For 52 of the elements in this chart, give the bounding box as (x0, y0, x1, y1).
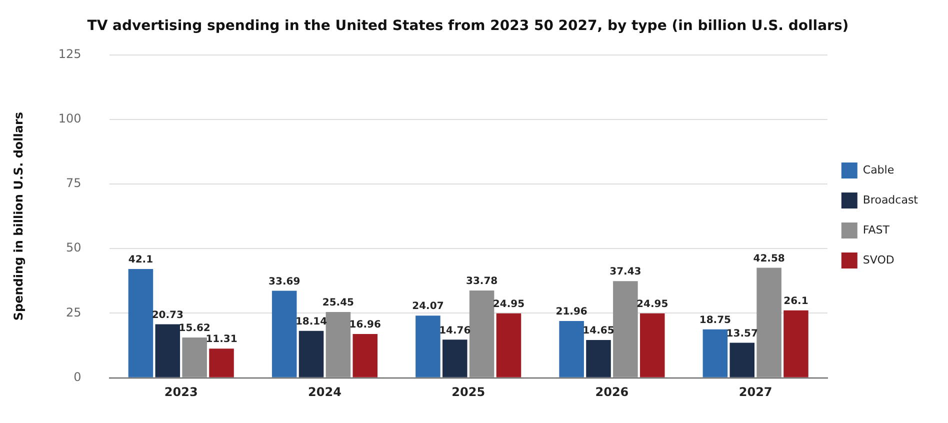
x-tick-label: 2025 (452, 385, 486, 400)
data-label: 11.31 (206, 334, 238, 346)
legend-label: SVOD (862, 253, 894, 266)
y-tick-label: 0 (74, 370, 82, 384)
y-tick-label: 125 (58, 46, 82, 61)
bar (182, 337, 207, 378)
bar (640, 313, 665, 378)
data-label: 24.95 (492, 298, 525, 310)
data-label: 18.14 (295, 316, 328, 328)
data-label: 33.69 (268, 276, 300, 288)
bar (496, 313, 522, 378)
bar (469, 290, 494, 378)
bar (272, 290, 297, 378)
bar (128, 269, 154, 378)
y-tick-label: 100 (58, 112, 82, 126)
data-label: 26.1 (784, 296, 808, 307)
legend-label: Broadcast (862, 193, 919, 206)
data-label: 33.78 (466, 276, 498, 288)
bar (155, 324, 180, 378)
data-label: 42.58 (753, 253, 785, 264)
y-tick-label: 25 (66, 305, 82, 320)
legend-label: FAST (862, 223, 890, 236)
bar (326, 312, 351, 378)
bar (586, 340, 611, 378)
bar (613, 281, 638, 378)
data-label: 16.96 (349, 320, 381, 331)
bar (298, 330, 324, 378)
data-label: 42.1 (128, 254, 154, 266)
data-label: 24.95 (636, 298, 668, 310)
bar (784, 310, 808, 378)
legend-label: Cable (862, 163, 894, 176)
x-tick-label: 2027 (738, 385, 772, 400)
x-tick-label: 2024 (308, 385, 342, 400)
bar (209, 348, 234, 378)
data-label: 24.07 (412, 301, 444, 312)
bar (756, 268, 782, 378)
y-tick-label: 75 (66, 176, 82, 190)
y-axis-title: Spending in billion U.S. dollars (11, 112, 26, 321)
bar (559, 321, 584, 378)
y-tick-label: 50 (66, 240, 82, 255)
chart-title: TV advertising spending in the United States from 2023 50 2027, by type (in billion U.S. dollars) (87, 18, 849, 34)
bar (730, 342, 754, 378)
bar (352, 334, 378, 378)
bar (702, 329, 728, 378)
bar (442, 340, 468, 378)
data-label: 18.75 (699, 314, 732, 326)
x-tick-label: 2026 (595, 385, 629, 400)
data-label: 25.45 (322, 298, 354, 309)
data-label: 37.43 (610, 266, 642, 278)
data-label: 21.96 (556, 306, 588, 318)
x-tick-label: 2023 (164, 385, 198, 400)
bar (416, 316, 440, 378)
